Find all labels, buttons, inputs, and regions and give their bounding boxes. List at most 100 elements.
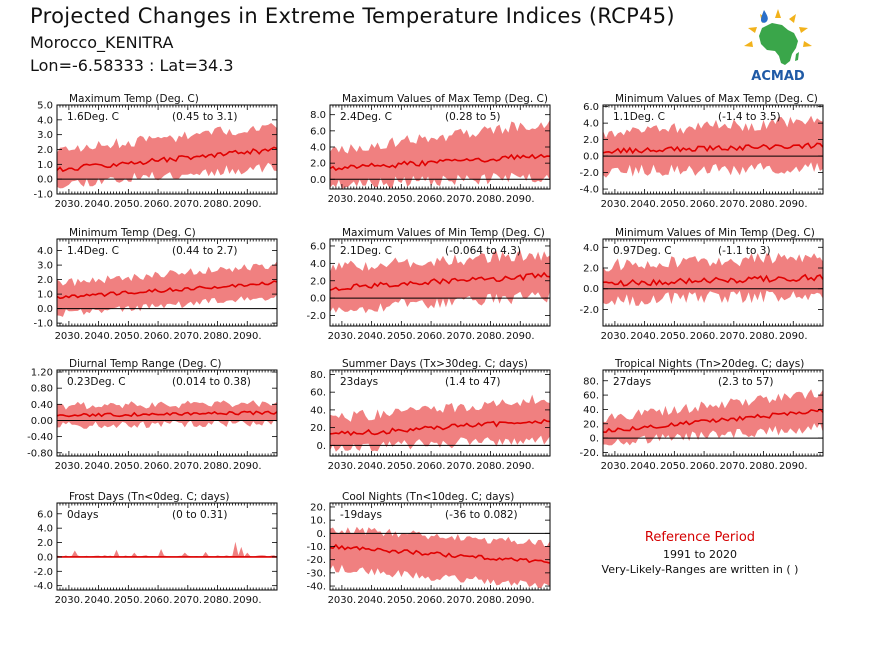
chart-title: Frost Days (Tn<0deg. C; days)	[69, 491, 229, 503]
x-tick-label: 2080.	[476, 194, 505, 205]
x-tick-label: 2060.	[144, 331, 173, 342]
logo-text: ACMAD	[751, 69, 805, 84]
x-tick-label: 2030.	[55, 595, 84, 606]
y-tick-label: 2.0	[37, 275, 53, 286]
range-band	[57, 261, 277, 317]
summary-label: 0.97Deg. C	[613, 245, 672, 257]
x-tick-label: 2090.	[233, 331, 262, 342]
y-tick-label: 5.0	[37, 101, 53, 112]
y-tick-label: 2.0	[583, 264, 599, 275]
y-tick-label: 8.0	[310, 110, 326, 121]
y-tick-label: 10.	[310, 516, 326, 527]
reference-period-title: Reference Period	[644, 530, 756, 545]
summary-label: 1.1Deg. C	[613, 111, 665, 123]
y-tick-label: 2.0	[37, 538, 53, 549]
x-tick-label: 2070.	[446, 194, 475, 205]
x-tick-label: 2040.	[357, 194, 386, 205]
y-tick-label: 20.	[310, 423, 326, 434]
median-line	[329, 271, 551, 291]
x-tick-label: 2090.	[233, 461, 262, 472]
x-tick-label: 2040.	[630, 331, 659, 342]
chart-title: Tropical Nights (Tn>20deg. C; days)	[614, 358, 804, 370]
chart-title: Maximum Values of Min Temp (Deg. C)	[342, 227, 545, 239]
y-tick-label: 1.20	[31, 368, 53, 379]
x-tick-label: 2040.	[357, 595, 386, 606]
x-tick-label: 2050.	[387, 461, 416, 472]
range-label: (-1.1 to 3)	[718, 245, 771, 257]
x-tick-label: 2040.	[84, 595, 113, 606]
x-tick-label: 2060.	[144, 199, 173, 210]
y-tick-label: -10.	[306, 542, 326, 553]
y-tick-label: 1.0	[37, 160, 53, 171]
range-band	[330, 394, 550, 452]
x-tick-label: 2080.	[476, 331, 505, 342]
x-tick-label: 2080.	[749, 199, 778, 210]
y-tick-label: 0.80	[31, 384, 53, 395]
location-label: Morocco_KENITRA	[30, 33, 174, 52]
y-tick-label: 4.0	[37, 115, 53, 126]
y-tick-label: -2.0	[579, 168, 599, 179]
chart-title: Minimum Temp (Deg. C)	[69, 227, 196, 239]
chart-title: Minimum Values of Max Temp (Deg. C)	[615, 93, 818, 105]
y-tick-label: 4.0	[310, 143, 326, 154]
range-label: (0.28 to 5)	[445, 111, 500, 123]
range-label: (1.4 to 47)	[445, 376, 500, 388]
x-tick-label: 2060.	[144, 461, 173, 472]
y-tick-label: -4.0	[579, 185, 599, 196]
chart-panel-frost-days-tn-0deg-c-days: 2030. 2040. 2050. 2060. 2070. 2080. 2090. 6.0 4.…	[33, 491, 278, 606]
y-tick-label: 6.0	[37, 509, 53, 520]
summary-label: -19days	[340, 509, 382, 521]
summary-label: 1.6Deg. C	[67, 111, 119, 123]
x-tick-label: 2090.	[506, 194, 535, 205]
range-band	[57, 541, 277, 557]
y-tick-label: 4.0	[37, 246, 53, 257]
y-tick-label: -0.80	[27, 448, 53, 459]
y-tick-label: 0.	[316, 529, 326, 540]
summary-label: 1.4Deg. C	[67, 245, 119, 257]
range-label: (0 to 0.31)	[172, 509, 227, 521]
chart-panel-diurnal-temp-range-deg-c: 2030. 2040. 2050. 2060. 2070. 2080. 2090. 1.20 0…	[27, 358, 278, 472]
chart-panel-summer-days-tx-30deg-c-days: 2030. 2040. 2050. 2060. 2070. 2080. 2090. 80. 60…	[310, 358, 551, 472]
x-tick-label: 2070.	[719, 331, 748, 342]
range-label: (-0.064 to 4.3)	[445, 245, 521, 257]
chart-title: Diurnal Temp Range (Deg. C)	[69, 358, 221, 370]
page-title: Projected Changes in Extreme Temperature…	[30, 4, 675, 28]
chart-panel-minimum-values-of-max-temp-deg-c: 2030. 2040. 2050. 2060. 2070. 2080. 2090. 6.0 4.…	[579, 93, 824, 210]
range-label: (0.014 to 0.38)	[172, 376, 251, 388]
range-band	[603, 389, 823, 446]
y-tick-label: -30.	[306, 568, 326, 579]
range-band	[57, 123, 277, 189]
y-tick-label: -20.	[579, 448, 599, 459]
median-line	[329, 153, 551, 172]
acmad-logo: ACMAD	[744, 9, 812, 84]
y-tick-label: 0.0	[310, 175, 326, 186]
y-tick-label: 0.0	[310, 294, 326, 305]
y-tick-label: 0.0	[37, 552, 53, 563]
summary-label: 0.23Deg. C	[67, 376, 126, 388]
y-tick-label: -1.0	[33, 190, 53, 201]
x-tick-label: 2060.	[417, 461, 446, 472]
y-tick-label: -0.40	[27, 432, 53, 443]
range-label: (0.44 to 2.7)	[172, 245, 238, 257]
x-tick-label: 2090.	[233, 595, 262, 606]
x-tick-label: 2050.	[660, 199, 689, 210]
y-tick-label: 0.0	[37, 304, 53, 315]
x-tick-label: 2050.	[114, 461, 143, 472]
median-line	[602, 408, 824, 434]
median-line	[329, 418, 551, 437]
y-tick-label: 0.00	[31, 416, 53, 427]
chart-panel-maximum-values-of-max-temp-deg-c: 2030. 2040. 2050. 2060. 2070. 2080. 2090. 8.0 6.…	[310, 93, 551, 205]
x-tick-label: 2070.	[446, 331, 475, 342]
chart-panel-minimum-temp-deg-c: 2030. 2040. 2050. 2060. 2070. 2080. 2090. 4.0 3.…	[33, 227, 278, 342]
x-tick-label: 2030.	[601, 461, 630, 472]
x-tick-label: 2040.	[630, 461, 659, 472]
x-tick-label: 2070.	[173, 461, 202, 472]
range-label: (-1.4 to 3.5)	[718, 111, 781, 123]
x-tick-label: 2090.	[779, 331, 808, 342]
x-tick-label: 2060.	[417, 194, 446, 205]
x-tick-label: 2060.	[417, 331, 446, 342]
range-band	[330, 250, 550, 314]
y-tick-label: 0.40	[31, 400, 53, 411]
x-tick-label: 2040.	[84, 331, 113, 342]
x-tick-label: 2030.	[55, 199, 84, 210]
